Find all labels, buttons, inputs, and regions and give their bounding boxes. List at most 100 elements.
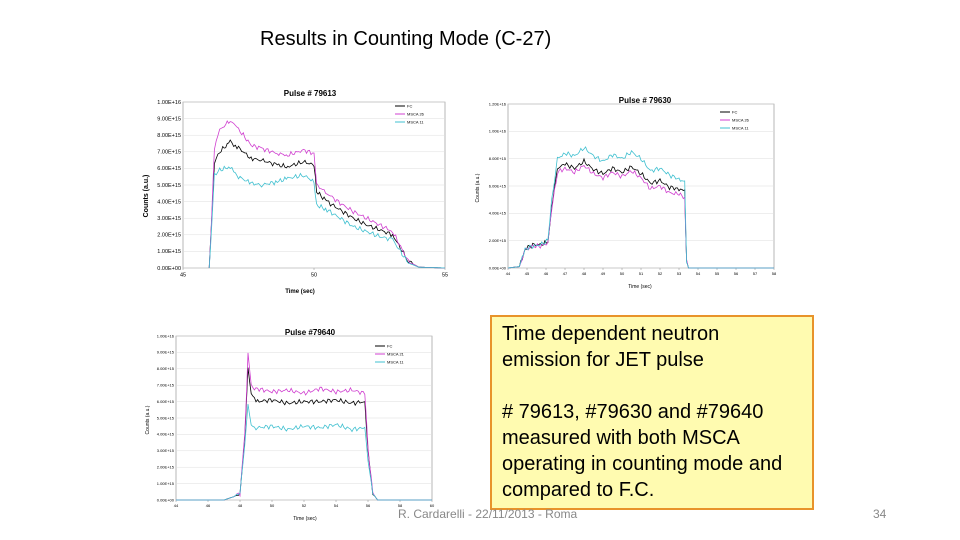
chart-title: Pulse # 79630 [619,96,672,105]
y-tick-label: 5.00E+15 [157,415,175,420]
y-tick-label: 1.00E+16 [489,129,507,134]
x-tick-label: 45 [180,273,186,279]
chart-title: Pulse #79640 [285,328,336,337]
y-tick-label: 8.00E+15 [157,133,181,139]
x-tick-label: 47 [563,271,568,276]
x-tick-label: 56 [366,503,371,508]
y-tick-label: 7.00E+15 [157,150,181,156]
legend-label: MSCA 21 [387,352,405,357]
gridlines [507,103,775,270]
y-tick-label: 2.00E+15 [157,465,175,470]
y-tick-label: 1.00E+16 [157,100,181,106]
y-tick-label: 6.00E+15 [157,166,181,172]
x-tick-label: 49 [601,271,606,276]
y-tick-label: 5.00E+15 [157,183,181,189]
legend: FC MSCA 26 MSCA 11 [395,104,425,125]
slide-title: Results in Counting Mode (C-27) [260,28,552,50]
x-tick-label: 44 [174,503,179,508]
y-tick-label: 4.00E+15 [157,199,181,205]
x-tick-label: 54 [334,503,339,508]
y-tick-label: 0.00E+00 [489,265,507,270]
y-tick-label: 2.00E+15 [157,233,181,239]
series-line-msca-11 [176,403,432,501]
x-tick-label: 52 [658,271,663,276]
y-tick-label: 1.00E+15 [157,481,175,486]
callout-line-2: # 79613, #79630 and #79640 measured with… [502,401,783,501]
legend-label: MSCA 11 [407,120,424,125]
x-tick-label: 48 [582,271,587,276]
legend-label: MSCA 26 [732,118,750,123]
y-tick-label: 2.00E+15 [489,238,507,243]
y-tick-label: 9.00E+15 [157,350,175,355]
legend-label: FC [387,344,392,349]
x-tick-label: 53 [677,271,682,276]
chart-pulse-79640-svg: Pulse #79640 Time (sec) Counts (a.u.) 0.… [140,324,440,524]
x-tick-label: 55 [442,273,448,279]
gridlines [182,101,446,270]
x-tick-label: 44 [506,271,511,276]
tick-labels: 0.00E+00 1.00E+15 2.00E+15 3.00E+15 4.00E+15… [157,100,448,279]
chart-ylabel: Counts (a.u.) [143,175,150,218]
chart-xlabel: Time (sec) [293,516,317,522]
chart-background [140,84,455,299]
y-tick-label: 6.00E+15 [489,183,507,188]
chart-pulse-79630: Pulse # 79630 Time (sec) Counts (a.u.) 0… [470,92,780,292]
series-lines [208,120,446,269]
x-tick-label: 50 [270,503,275,508]
x-tick-label: 58 [772,271,777,276]
series-line-msca-11 [208,165,446,269]
chart-pulse-79613: Pulse # 79613 Time (sec) Counts (a.u.) 0… [140,84,455,299]
chart-background [140,324,440,524]
y-tick-label: 3.00E+15 [157,448,175,453]
y-tick-label: 6.00E+15 [157,399,175,404]
page-number: 34 [873,507,887,521]
y-tick-label: 0.00E+00 [157,266,181,272]
series-line-msca-11 [507,146,774,269]
x-tick-label: 50 [620,271,625,276]
x-tick-label: 48 [238,503,243,508]
y-tick-label: 9.00E+15 [157,116,181,122]
chart-ylabel: Counts (a.u.) [475,173,481,202]
x-tick-label: 52 [302,503,307,508]
legend: FC MSCA 21 MSCA 11 [375,344,405,365]
callout-line-1: Time dependent neutron emission for JET … [502,323,720,371]
callout-spacer [502,373,802,399]
series-lines [507,146,774,269]
legend-label: FC [407,104,412,109]
chart-pulse-79613-svg: Pulse # 79613 Time (sec) Counts (a.u.) 0… [140,84,455,299]
tick-labels: 0.00E+00 2.00E+15 4.00E+15 6.00E+15 8.00E+15… [489,101,777,276]
x-tick-label: 45 [525,271,530,276]
gridlines [175,335,433,502]
y-tick-label: 4.00E+15 [157,432,175,437]
y-tick-label: 1.00E+16 [157,333,175,338]
chart-xlabel: Time (sec) [285,289,315,295]
series-lines [176,352,432,501]
x-tick-label: 58 [398,503,403,508]
x-tick-label: 56 [734,271,739,276]
chart-pulse-79640: Pulse #79640 Time (sec) Counts (a.u.) 0.… [140,324,440,524]
description-callout: Time dependent neutron emission for JET … [490,315,814,510]
x-tick-label: 51 [639,271,644,276]
x-tick-label: 50 [311,273,317,279]
chart-title: Pulse # 79613 [284,89,337,98]
x-tick-label: 54 [696,271,701,276]
x-tick-label: 46 [206,503,211,508]
x-tick-label: 57 [753,271,758,276]
legend-label: MSCA 11 [387,360,404,365]
x-tick-label: 55 [715,271,720,276]
chart-xlabel: Time (sec) [628,284,652,290]
legend: FC MSCA 26 MSCA 11 [720,110,750,131]
chart-ylabel: Counts (a.u.) [145,405,151,434]
y-tick-label: 7.00E+15 [157,383,175,388]
legend-label: FC [732,110,737,115]
y-tick-label: 4.00E+15 [489,211,507,216]
tick-labels: 0.00E+00 1.00E+15 2.00E+15 3.00E+15 4.00E+15… [157,333,435,508]
y-tick-label: 0.00E+00 [157,497,175,502]
x-tick-label: 60 [430,503,435,508]
y-tick-label: 8.00E+15 [157,366,175,371]
legend-label: MSCA 11 [732,126,749,131]
y-tick-label: 1.20E+16 [489,101,507,106]
y-tick-label: 8.00E+15 [489,156,507,161]
x-tick-label: 46 [544,271,549,276]
footer-text: R. Cardarelli - 22/11/2013 - Roma [398,507,578,521]
